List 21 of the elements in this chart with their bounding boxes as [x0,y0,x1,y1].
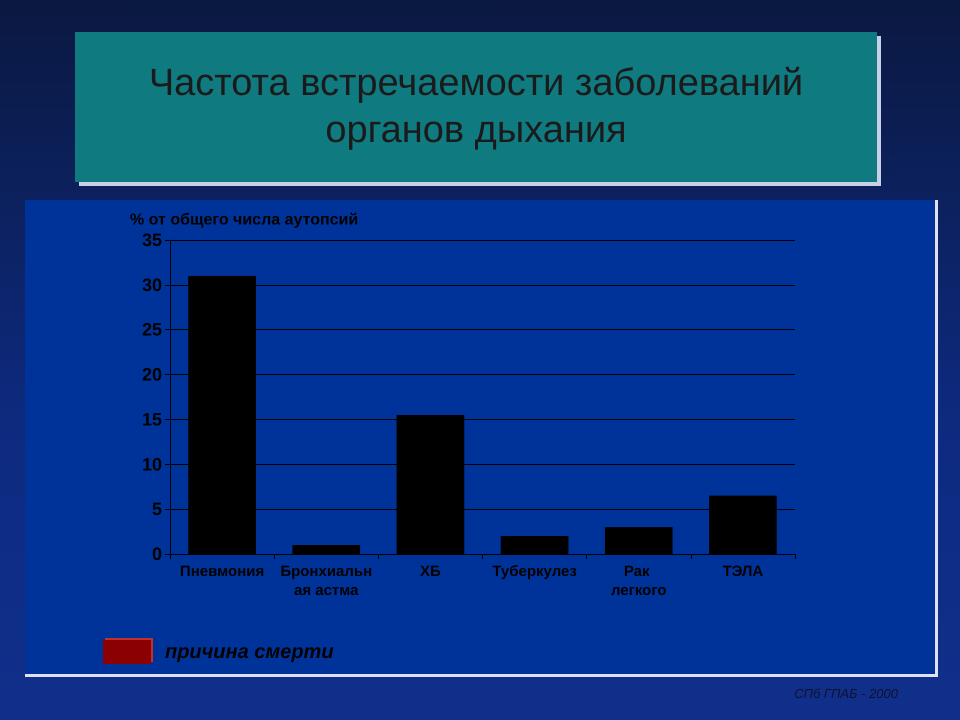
y-tick-label: 25 [142,320,162,340]
y-tick-label: 30 [142,274,162,295]
y-tick-label: 35 [142,230,162,250]
y-tick-label: 10 [142,454,162,474]
x-tick-label: ХБ [420,563,442,580]
x-tick-label: Рак легкого [610,563,667,599]
x-tick-label: ТЭЛА [722,563,764,580]
x-tick-label: Бронхиальная астма [280,563,372,599]
y-axis-title: % от общего числа аутопсий [130,212,358,228]
x-tick-label: Туберкулез [492,563,577,580]
text: причина смерти [165,640,334,664]
chart-title: Частота встречаемости заболеваний органов дыхания [75,32,877,182]
y-tick-label: 5 [152,499,162,520]
bar [500,536,568,554]
y-tick-label: 20 [142,364,162,385]
y-tick-label: 15 [142,409,162,430]
x-tick-label: Пневмония [180,563,264,580]
text: СПб ГПАБ - 2000 [794,686,898,701]
y-tick-label: 0 [152,544,162,564]
bar [604,527,673,554]
bar [292,545,360,554]
